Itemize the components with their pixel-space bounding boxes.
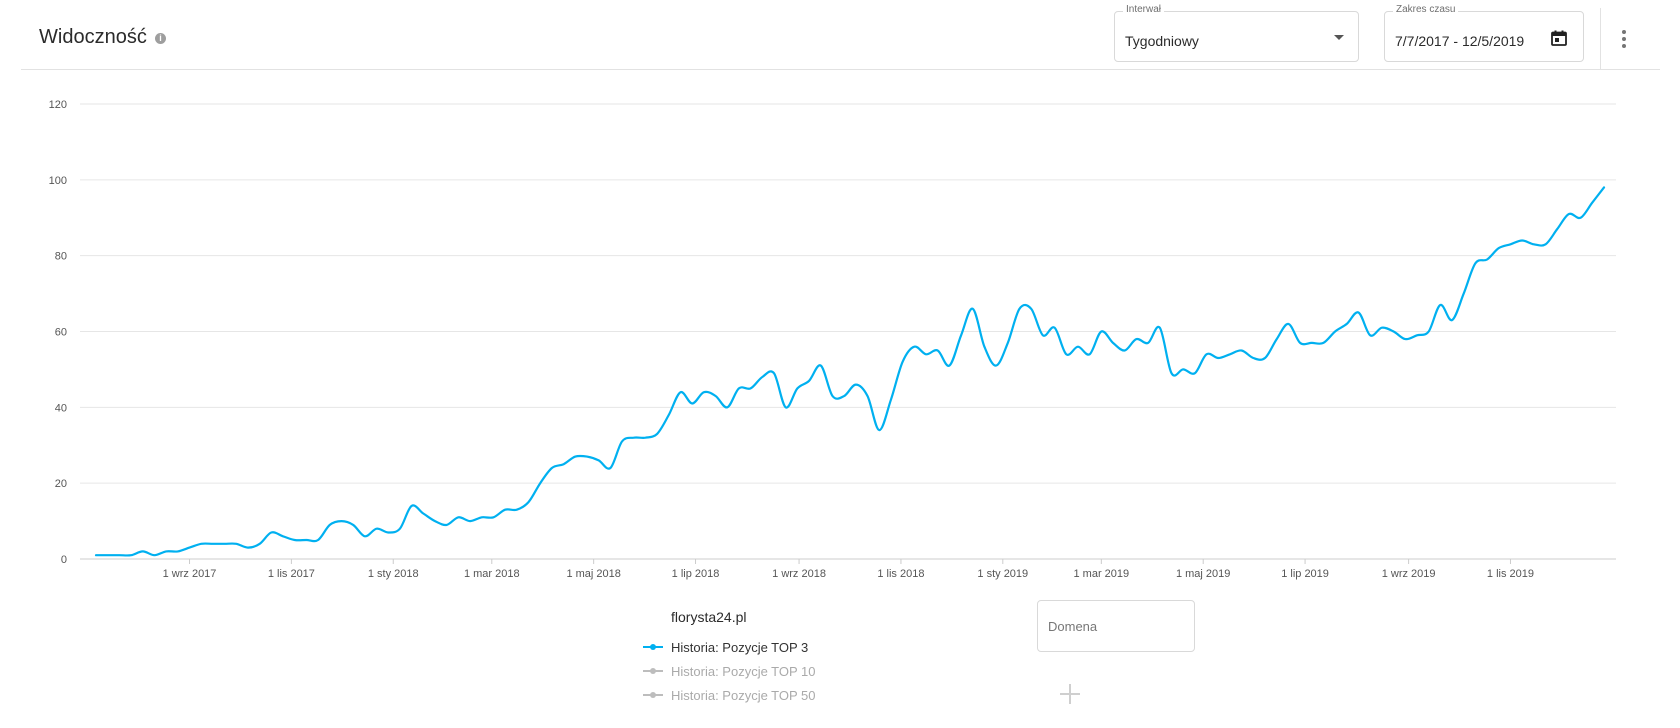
legend-swatch-icon: [643, 668, 663, 674]
x-tick-label: 1 lis 2018: [877, 568, 924, 580]
x-tick-label: 1 wrz 2018: [772, 568, 826, 580]
interval-value: Tygodniowy: [1125, 33, 1199, 49]
chart-header: Widoczność i: [21, 0, 1660, 70]
interval-label: Interwał: [1123, 4, 1165, 15]
series-line-top3: [94, 186, 1606, 557]
info-icon[interactable]: i: [155, 33, 166, 44]
y-tick-label: 0: [61, 554, 67, 566]
more-vertical-icon[interactable]: [1622, 30, 1626, 48]
x-axis-ticks: 1 wrz 2017 1 lis 2017 1 sty 2018 1 mar 2018…: [163, 559, 1534, 580]
y-tick-label: 80: [55, 251, 67, 263]
x-tick-label: 1 mar 2019: [1074, 568, 1130, 580]
y-tick-label: 60: [55, 327, 67, 339]
date-range-label: Zakres czasu: [1393, 4, 1459, 15]
legend-swatch-icon: [643, 644, 663, 650]
x-tick-label: 1 sty 2018: [368, 568, 419, 580]
y-tick-label: 20: [55, 478, 67, 490]
x-tick-label: 1 wrz 2019: [1382, 568, 1436, 580]
x-tick-label: 1 lis 2019: [1487, 568, 1534, 580]
page-title: Widoczność: [39, 26, 147, 48]
visibility-chart: 0 20 40 60 80 100 120 1 wrz 2017 1 lis 2017 1 st…: [49, 99, 1616, 580]
legend-swatch-icon: [643, 692, 663, 698]
date-range-value: 7/7/2017 - 12/5/2019: [1395, 33, 1525, 49]
date-range-field[interactable]: Zakres czasu 7/7/2017 - 12/5/2019: [1384, 4, 1584, 62]
y-tick-label: 100: [49, 175, 67, 187]
grid-lines: [80, 103, 1616, 560]
legend-item-label: Historia: Pozycje TOP 50: [671, 688, 816, 703]
header-divider: [1600, 8, 1601, 70]
legend-title: florysta24.pl: [671, 609, 747, 625]
domain-input[interactable]: [1037, 600, 1195, 652]
x-tick-label: 1 lip 2018: [672, 568, 720, 580]
y-tick-label: 120: [49, 99, 67, 111]
x-tick-label: 1 mar 2018: [464, 568, 520, 580]
x-tick-label: 1 lip 2019: [1281, 568, 1329, 580]
y-tick-label: 40: [55, 402, 67, 414]
legend-item-label: Historia: Pozycje TOP 10: [671, 664, 816, 679]
interval-select[interactable]: Interwał Tygodniowy: [1114, 4, 1359, 62]
x-tick-label: 1 maj 2019: [1176, 568, 1230, 580]
y-axis-ticks: 0 20 40 60 80 100 120: [49, 99, 67, 566]
legend-item-label: Historia: Pozycje TOP 3: [671, 640, 809, 655]
x-tick-label: 1 lis 2017: [268, 568, 315, 580]
chevron-down-icon[interactable]: [1334, 35, 1344, 40]
x-tick-label: 1 maj 2018: [566, 568, 620, 580]
x-tick-label: 1 wrz 2017: [163, 568, 217, 580]
plus-icon[interactable]: [1060, 684, 1080, 704]
x-tick-label: 1 sty 2019: [977, 568, 1028, 580]
calendar-icon[interactable]: [1551, 30, 1567, 46]
